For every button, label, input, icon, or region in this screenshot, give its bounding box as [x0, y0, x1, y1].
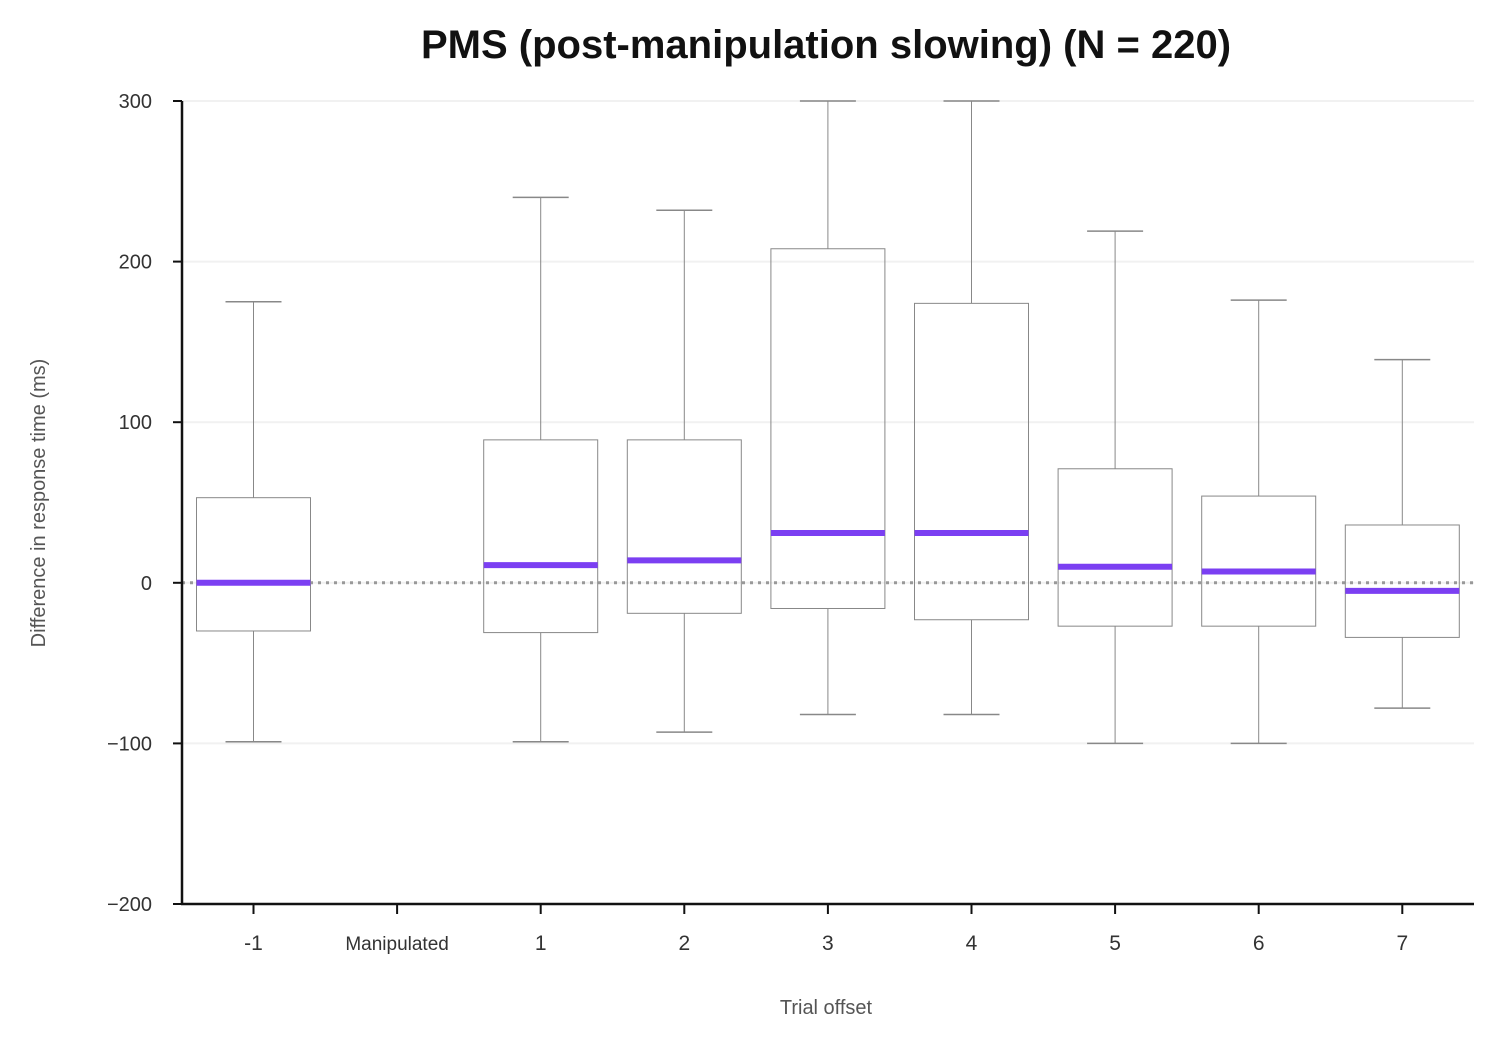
- iqr-box: [626, 439, 742, 614]
- x-tick-label: 1: [535, 932, 547, 955]
- y-tick-label: −100: [107, 733, 152, 755]
- x-tick-label: 4: [966, 932, 978, 955]
- box-7: [1344, 358, 1460, 709]
- y-tick-label: 0: [141, 573, 152, 595]
- box-2: [626, 209, 742, 733]
- box-6: [1201, 299, 1317, 745]
- box--1: [196, 301, 311, 743]
- iqr-box: [1057, 468, 1173, 627]
- x-axis-ticks: -1 Manipulated 1 2 3 4 5 6 7: [244, 904, 1408, 955]
- x-tick-label: 2: [678, 932, 690, 955]
- grid-lines: [182, 100, 1474, 745]
- y-axis-ticks: 300 200 100 0 −100 −200: [107, 91, 182, 916]
- iqr-box: [914, 302, 1029, 621]
- x-axis-label: Trial offset: [780, 997, 873, 1019]
- iqr-box: [196, 497, 311, 632]
- iqr-box: [770, 248, 886, 609]
- x-tick-label: 5: [1109, 932, 1121, 955]
- box-series: [196, 100, 1460, 745]
- box-3: [770, 100, 886, 716]
- box-5: [1057, 230, 1173, 745]
- box-4: [914, 100, 1029, 716]
- y-tick-label: 300: [119, 91, 152, 113]
- x-tick-label: Manipulated: [345, 934, 449, 955]
- y-tick-label: 200: [119, 252, 152, 274]
- x-tick-label: 3: [822, 932, 834, 955]
- iqr-box: [483, 439, 599, 634]
- y-tick-label: 100: [119, 412, 152, 434]
- box-1: [483, 196, 599, 743]
- x-tick-label: 6: [1253, 932, 1265, 955]
- x-tick-label: -1: [244, 932, 263, 955]
- chart-title: PMS (post-manipulation slowing) (N = 220…: [421, 23, 1231, 67]
- y-axis-label: Difference in response time (ms): [28, 359, 50, 648]
- iqr-box: [1344, 524, 1460, 638]
- x-tick-label: 7: [1396, 932, 1408, 955]
- iqr-box: [1201, 495, 1317, 627]
- y-tick-label: −200: [107, 894, 152, 916]
